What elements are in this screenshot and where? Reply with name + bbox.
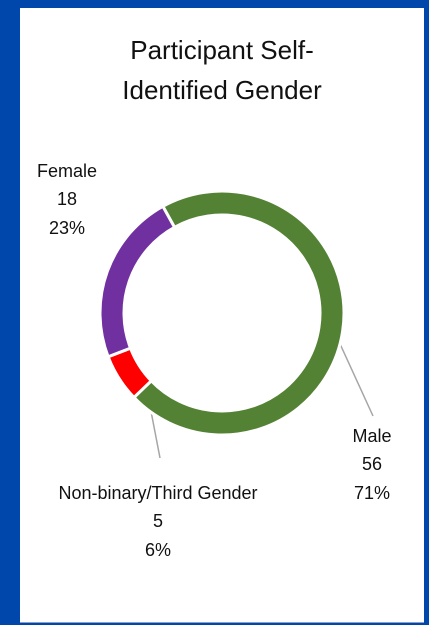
donut-slice bbox=[98, 204, 177, 359]
value-label: 5 bbox=[153, 511, 163, 531]
category-label: Male bbox=[352, 426, 391, 446]
donut-slice bbox=[131, 189, 346, 437]
chart-title: Participant Self-Identified Gender bbox=[122, 35, 322, 105]
value-label: 56 bbox=[362, 454, 382, 474]
value-label: 18 bbox=[57, 189, 77, 209]
percent-label: 23% bbox=[49, 218, 85, 238]
category-label: Non-binary/Third Gender bbox=[58, 483, 257, 503]
category-label: Female bbox=[37, 161, 97, 181]
percent-label: 71% bbox=[354, 483, 390, 503]
chart-panel bbox=[20, 8, 424, 623]
percent-label: 6% bbox=[145, 540, 171, 560]
